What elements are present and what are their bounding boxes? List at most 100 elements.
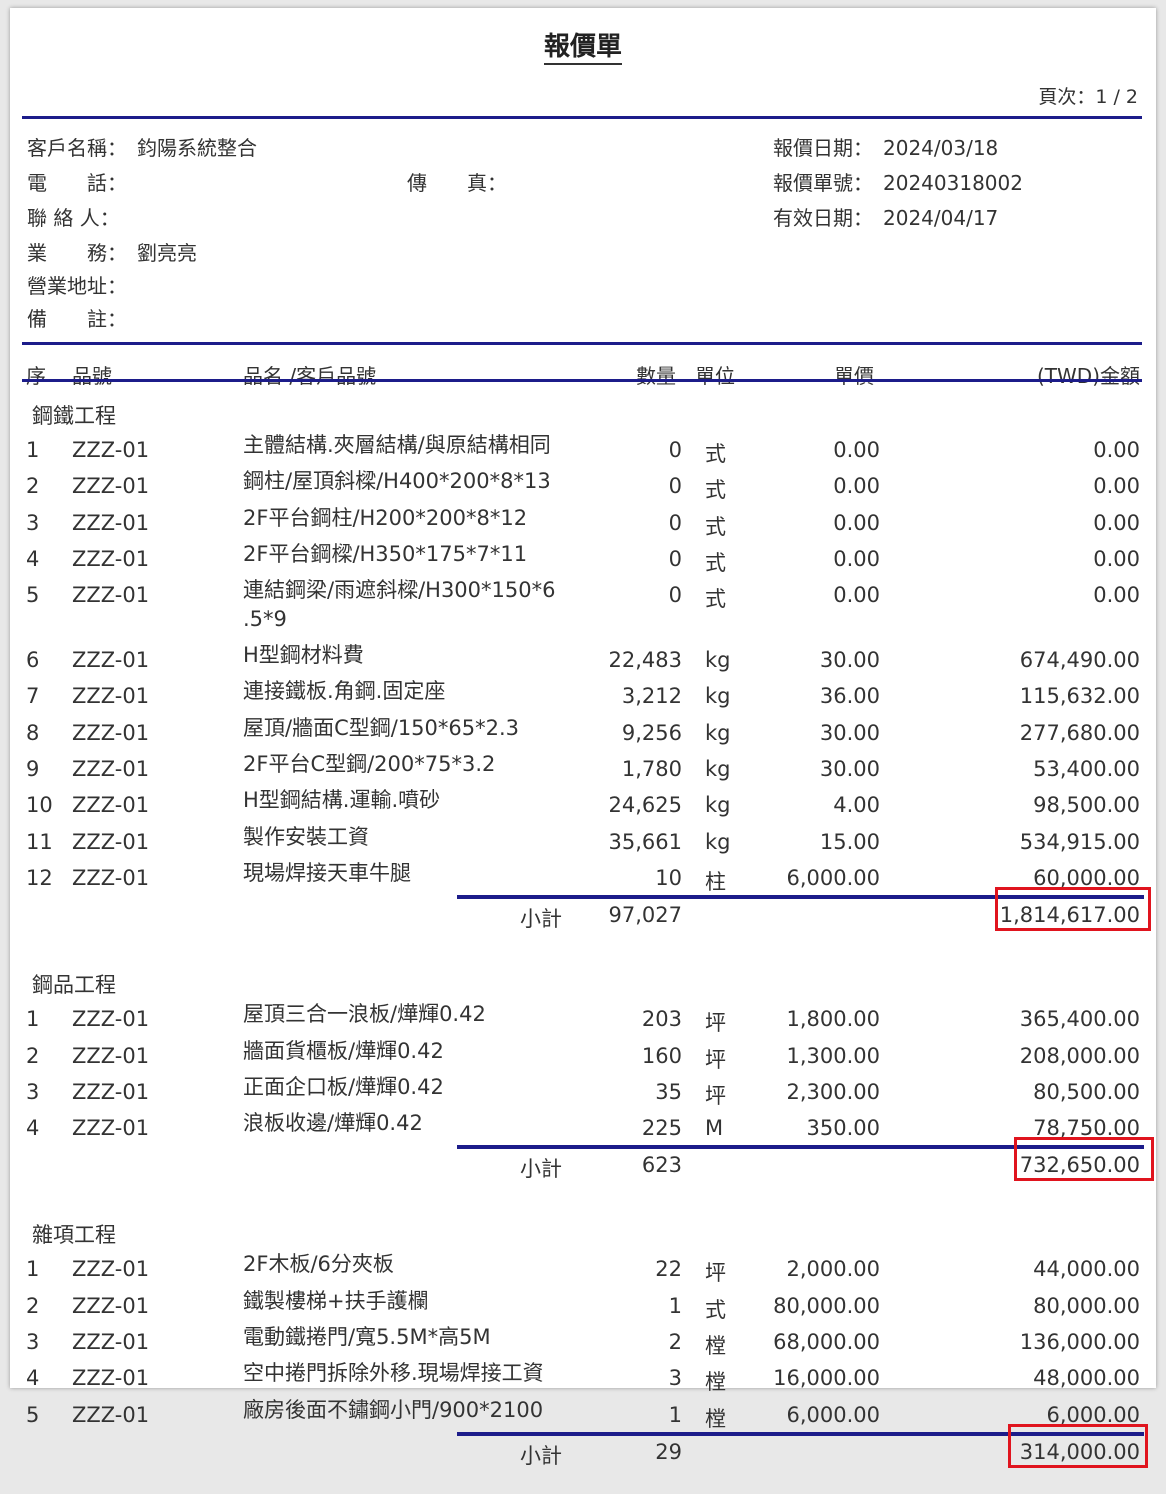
cell-qty: 0	[668, 583, 682, 608]
cell-price: 68,000.00	[773, 1330, 880, 1355]
cell-price: 0.00	[833, 546, 880, 571]
cell-seq: 2	[26, 1043, 40, 1068]
col-code: 品號	[72, 364, 112, 388]
contact-field: 聯 絡 人：	[27, 206, 120, 230]
table-row: 2 ZZZ-01 牆面貨櫃板/燁輝0.42 160 坪 1,300.00 208,000.0…	[22, 1032, 1142, 1072]
cell-code: ZZZ-01	[72, 829, 150, 854]
cell-code: ZZZ-01	[72, 474, 150, 499]
cell-qty: 9,256	[621, 720, 682, 745]
table-row: 6 ZZZ-01 H型鋼材料費 22,483 kg 30.00 674,490.00	[22, 636, 1142, 672]
cell-name: 鋼柱/屋頂斜樑/H400*200*8*13	[243, 469, 551, 494]
table-row: 2 ZZZ-01 鋼柱/屋頂斜樑/H400*200*8*13 0 式 0.00 0.00	[22, 462, 1142, 502]
cell-unit: 樘	[705, 1334, 726, 1359]
cell-name: 屋頂三合一浪板/燁輝0.42	[243, 1002, 486, 1027]
cell-unit: 式	[705, 1297, 726, 1322]
cell-seq: 8	[26, 720, 40, 745]
cell-price: 4.00	[833, 793, 880, 818]
table-row: 10 ZZZ-01 H型鋼結構.運輸.噴砂 24,625 kg 4.00 98,500.00	[22, 781, 1142, 817]
highlight-box	[995, 887, 1151, 932]
cell-code: ZZZ-01	[72, 583, 150, 608]
cell-qty: 203	[641, 1007, 682, 1032]
cell-qty: 1	[668, 1402, 682, 1427]
subtotal-divider	[457, 1145, 1144, 1150]
cell-name: 屋頂/牆面C型鋼/150*65*2.3	[243, 715, 520, 740]
cell-seq: 5	[26, 583, 40, 608]
cell-price: 30.00	[819, 720, 880, 745]
quotation-table-body: 鋼鐵工程 1 ZZZ-01 主體結構.夾層結構/與原結構相同 0 式 0.00 0.00 2 ZZ…	[22, 388, 1154, 1494]
cell-amount: 136,000.00	[1019, 1330, 1140, 1355]
section-title: 雜項工程	[32, 1223, 116, 1248]
cell-unit: 樘	[705, 1370, 726, 1395]
subtotal-row: 小計 623 732,650.00	[22, 1137, 1154, 1207]
cell-name: 連接鐵板.角鋼.固定座	[243, 679, 446, 704]
cell-unit: kg	[705, 684, 731, 709]
cell-seq: 7	[26, 684, 40, 709]
cell-seq: 11	[26, 829, 53, 854]
cell-amount: 0.00	[1093, 546, 1140, 571]
cell-name: 正面企口板/燁輝0.42	[243, 1074, 444, 1099]
col-name: 品名 /客戶品號	[243, 364, 377, 388]
quotation-page: 報價單 頁次：1 / 2 客戶名稱： 鈞陽系統整合 電 話： 傳 真： 聯 絡 人…	[10, 8, 1156, 1468]
table-row: 9 ZZZ-01 2F平台C型鋼/200*75*3.2 1,780 kg 30.00 53,…	[22, 745, 1142, 781]
table-row: 5 ZZZ-01 廠房後面不鏽鋼小門/900*2100 1 樘 6,000.00 6,000…	[22, 1391, 1142, 1431]
cell-amount: 53,400.00	[1033, 757, 1140, 782]
cell-seq: 5	[26, 1402, 40, 1427]
cell-code: ZZZ-01	[72, 865, 150, 890]
table-header-divider	[22, 379, 1142, 382]
cell-name: 2F平台鋼樑/H350*175*7*11	[243, 541, 528, 566]
cell-qty: 0	[668, 510, 682, 535]
cell-price: 1,800.00	[786, 1007, 880, 1032]
cell-unit: 式	[705, 550, 726, 575]
cell-amount: 208,000.00	[1019, 1043, 1140, 1068]
col-qty: 數量	[636, 364, 676, 388]
table-row: 4 ZZZ-01 浪板收邊/燁輝0.42 225 M 350.00 78,750.00	[22, 1104, 1142, 1140]
cell-unit: 坪	[705, 1011, 726, 1036]
cell-price: 36.00	[819, 684, 880, 709]
note-field: 備 註：	[27, 307, 127, 331]
cell-name: 連結鋼梁/雨遮斜樑/H300*150*6 .5*9	[243, 578, 556, 632]
cell-seq: 1	[26, 1257, 40, 1282]
cell-amount: 0.00	[1093, 438, 1140, 462]
cell-qty: 0	[668, 438, 682, 462]
table-row: 12 ZZZ-01 現場焊接天車牛腿 10 柱 6,000.00 60,000.00	[22, 854, 1142, 894]
cell-seq: 4	[26, 1366, 40, 1391]
cell-qty: 22,483	[608, 648, 682, 673]
cell-name: 製作安裝工資	[243, 824, 369, 849]
cell-unit: 式	[705, 514, 726, 539]
cell-qty: 22	[655, 1257, 682, 1282]
fax-field: 傳 真：	[407, 171, 507, 195]
cell-name: H型鋼材料費	[243, 643, 364, 668]
cell-code: ZZZ-01	[72, 1043, 150, 1068]
highlight-box	[1008, 1423, 1148, 1468]
cell-name: 空中捲門拆除外移.現場焊接工資	[243, 1361, 544, 1386]
cell-name: 浪板收邊/燁輝0.42	[243, 1111, 423, 1136]
cell-code: ZZZ-01	[72, 1330, 150, 1355]
table-row: 8 ZZZ-01 屋頂/牆面C型鋼/150*65*2.3 9,256 kg 30.00 27…	[22, 709, 1142, 745]
section-title: 鋼品工程	[32, 973, 116, 998]
header-divider	[22, 116, 1142, 119]
cell-unit: kg	[705, 829, 731, 854]
cell-unit: 坪	[705, 1047, 726, 1072]
table-row: 11 ZZZ-01 製作安裝工資 35,661 kg 15.00 534,915.00	[22, 818, 1142, 854]
cell-price: 30.00	[819, 757, 880, 782]
cell-name: 2F平台鋼柱/H200*200*8*12	[243, 505, 528, 530]
cell-unit: kg	[705, 648, 731, 673]
cell-seq: 1	[26, 1007, 40, 1032]
cell-seq: 9	[26, 757, 40, 782]
cell-code: ZZZ-01	[72, 1402, 150, 1427]
cell-qty: 1	[668, 1293, 682, 1318]
cell-seq: 1	[26, 438, 40, 462]
col-price: 單價	[834, 364, 874, 388]
cell-price: 6,000.00	[786, 1402, 880, 1427]
subtotal-qty: 29	[655, 1439, 682, 1464]
cell-amount: 277,680.00	[1019, 720, 1140, 745]
cell-code: ZZZ-01	[72, 438, 150, 462]
cell-code: ZZZ-01	[72, 757, 150, 782]
col-amount: (TWD)金額	[1037, 364, 1140, 388]
cell-amount: 115,632.00	[1019, 684, 1140, 709]
phone-field: 電 話：	[27, 171, 127, 195]
cell-qty: 35	[655, 1079, 682, 1104]
cell-name: 主體結構.夾層結構/與原結構相同	[243, 433, 551, 457]
cell-seq: 3	[26, 510, 40, 535]
table-row: 3 ZZZ-01 2F平台鋼柱/H200*200*8*12 0 式 0.00 0.00	[22, 499, 1142, 539]
